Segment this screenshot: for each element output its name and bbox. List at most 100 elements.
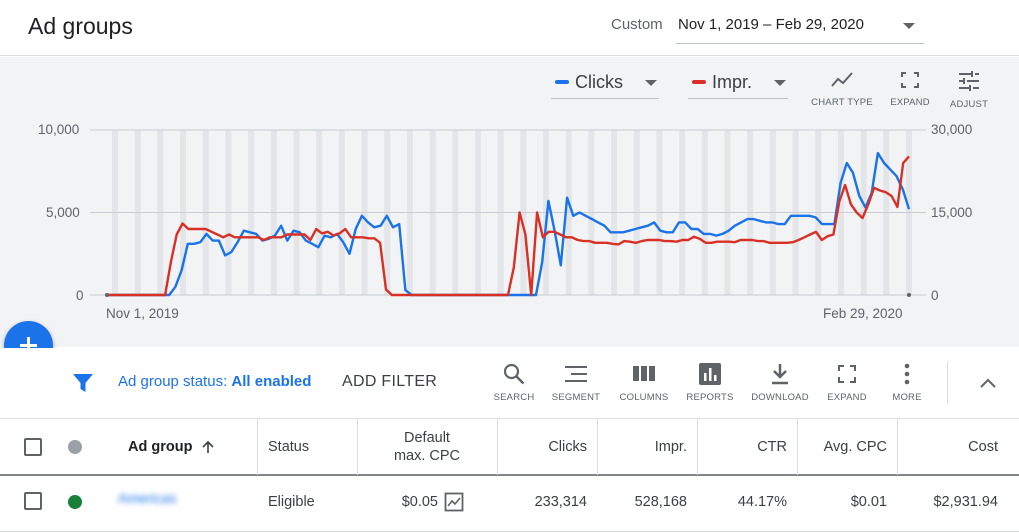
bar-chart-icon bbox=[699, 363, 721, 385]
y-right-tick: 15,000 bbox=[931, 205, 973, 220]
date-range-type-label: Custom bbox=[611, 16, 663, 33]
columns-button[interactable]: COLUMNS bbox=[611, 362, 677, 410]
tune-icon bbox=[959, 71, 979, 91]
segment-label: SEGMENT bbox=[551, 392, 601, 403]
chart-type-button[interactable]: CHART TYPE bbox=[807, 70, 877, 120]
line-chart bbox=[90, 129, 926, 297]
date-range-selector[interactable]: Nov 1, 2019 – Feb 29, 2020 bbox=[676, 8, 924, 44]
column-divider bbox=[257, 419, 258, 475]
row-max-cpc[interactable]: $0.05 bbox=[357, 476, 464, 528]
row-cost: $2,931.94 bbox=[933, 494, 998, 510]
download-label: DOWNLOAD bbox=[751, 392, 809, 403]
column-divider bbox=[897, 419, 898, 475]
row-checkbox[interactable] bbox=[24, 492, 42, 510]
download-icon bbox=[772, 364, 788, 385]
x-start-label: Nov 1, 2019 bbox=[106, 306, 179, 321]
metric2-label: Impr. bbox=[712, 72, 753, 92]
search-button[interactable]: SEARCH bbox=[481, 362, 547, 410]
col-header-clicks[interactable]: Clicks bbox=[548, 439, 587, 455]
reports-label: REPORTS bbox=[686, 392, 734, 403]
table-row: Americas Eligible $0.05 233,314 528,168 … bbox=[0, 476, 1019, 532]
y-right-tick: 0 bbox=[931, 288, 939, 303]
col-header-max-cpc[interactable]: Default max. CPC bbox=[357, 419, 497, 475]
chart-type-label: CHART TYPE bbox=[811, 97, 873, 108]
x-end-label: Feb 29, 2020 bbox=[823, 306, 903, 321]
row-status: Eligible bbox=[268, 494, 315, 510]
line-chart-icon bbox=[831, 72, 853, 87]
status-filter-chip[interactable]: Ad group status: All enabled bbox=[118, 373, 311, 390]
column-divider bbox=[497, 419, 498, 475]
row-ctr: 44.17% bbox=[737, 494, 787, 510]
columns-label: COLUMNS bbox=[619, 392, 669, 403]
y-left-tick: 5,000 bbox=[46, 205, 80, 220]
more-label: MORE bbox=[892, 392, 922, 403]
chart-adjust-button[interactable]: ADJUST bbox=[934, 70, 1004, 120]
chart-expand-label: EXPAND bbox=[890, 97, 930, 108]
series-line-impr bbox=[107, 155, 910, 297]
ad-group-name-link[interactable]: Americas bbox=[118, 490, 177, 506]
chevron-down-icon bbox=[645, 80, 657, 86]
more-button[interactable]: MORE bbox=[874, 362, 940, 410]
col-header-ad-group-label: Ad group bbox=[128, 439, 193, 455]
chevron-down-icon bbox=[774, 80, 786, 86]
status-filter-prefix: Ad group status: bbox=[118, 373, 232, 390]
y-right-tick: 30,000 bbox=[931, 122, 973, 137]
table-expand-button[interactable]: EXPAND bbox=[814, 362, 880, 410]
ad-groups-table: Ad group Status Default max. CPC Clicks … bbox=[0, 418, 1019, 532]
row-impr: 528,168 bbox=[634, 494, 687, 510]
date-range-value: Nov 1, 2019 – Feb 29, 2020 bbox=[678, 16, 864, 33]
columns-icon bbox=[633, 366, 655, 381]
column-divider bbox=[697, 419, 698, 475]
y-left-tick: 10,000 bbox=[38, 122, 80, 137]
search-icon bbox=[503, 363, 525, 385]
table-expand-label: EXPAND bbox=[827, 392, 867, 403]
chart-expand-button[interactable]: EXPAND bbox=[875, 70, 945, 120]
add-filter-button[interactable]: ADD FILTER bbox=[342, 373, 438, 390]
table-toolbar: Ad group status: All enabled ADD FILTER … bbox=[0, 348, 1019, 418]
metric1-selector[interactable]: Clicks bbox=[551, 65, 659, 99]
col-header-cost[interactable]: Cost bbox=[968, 439, 998, 455]
row-status-dot bbox=[68, 495, 82, 509]
y-left-tick: 0 bbox=[76, 288, 84, 303]
col-header-status[interactable]: Status bbox=[268, 439, 310, 455]
metric1-color-swatch bbox=[555, 80, 569, 84]
more-vert-icon bbox=[904, 363, 910, 385]
toolbar-divider bbox=[947, 362, 948, 404]
col-header-ctr[interactable]: CTR bbox=[757, 439, 787, 455]
status-header-icon bbox=[68, 440, 82, 454]
segment-icon bbox=[565, 366, 587, 382]
row-avg-cpc: $0.01 bbox=[850, 494, 887, 510]
chevron-down-icon bbox=[903, 23, 915, 29]
chevron-up-icon[interactable] bbox=[976, 372, 1000, 396]
fullscreen-icon bbox=[901, 72, 919, 88]
col-header-max-cpc-line1: Default bbox=[404, 430, 450, 446]
metric2-color-swatch bbox=[692, 80, 706, 84]
x-axis-start-marker bbox=[105, 293, 109, 297]
select-all-checkbox[interactable] bbox=[24, 438, 42, 456]
performance-chart-panel: Clicks Impr. CHART TYPE EXPAND ADJUST 10… bbox=[0, 57, 1019, 347]
col-header-ad-group[interactable]: Ad group bbox=[128, 419, 248, 475]
column-divider bbox=[597, 419, 598, 475]
metric2-selector[interactable]: Impr. bbox=[688, 65, 788, 99]
download-button[interactable]: DOWNLOAD bbox=[747, 362, 813, 410]
bid-chart-icon[interactable] bbox=[444, 492, 464, 512]
reports-button[interactable]: REPORTS bbox=[677, 362, 743, 410]
fullscreen-icon bbox=[838, 365, 856, 383]
table-header: Ad group Status Default max. CPC Clicks … bbox=[0, 418, 1019, 476]
row-max-cpc-value: $0.05 bbox=[401, 494, 438, 510]
col-header-avg-cpc[interactable]: Avg. CPC bbox=[823, 439, 887, 455]
metric1-label: Clicks bbox=[575, 72, 623, 92]
arrow-up-icon bbox=[202, 440, 215, 453]
segment-button[interactable]: SEGMENT bbox=[543, 362, 609, 410]
search-label: SEARCH bbox=[493, 392, 535, 403]
filter-icon[interactable] bbox=[72, 373, 94, 393]
chart-adjust-label: ADJUST bbox=[949, 99, 989, 110]
row-clicks: 233,314 bbox=[534, 494, 587, 510]
column-divider bbox=[797, 419, 798, 475]
page-header: Ad groups Custom Nov 1, 2019 – Feb 29, 2… bbox=[0, 0, 1019, 56]
col-header-max-cpc-line2: max. CPC bbox=[393, 448, 461, 464]
x-axis-end-marker bbox=[907, 293, 911, 297]
col-header-impr[interactable]: Impr. bbox=[654, 439, 687, 455]
status-filter-value: All enabled bbox=[231, 373, 312, 390]
page-title: Ad groups bbox=[28, 13, 133, 39]
